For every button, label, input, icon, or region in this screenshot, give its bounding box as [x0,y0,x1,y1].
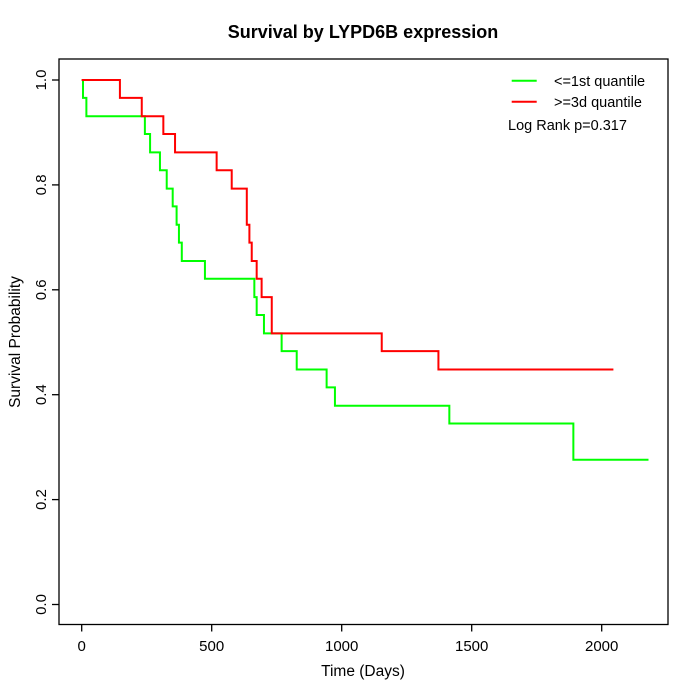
y-tick-label: 0.2 [33,489,50,510]
x-axis-label: Time (Days) [321,663,405,680]
y-tick-label: 0.8 [33,174,50,195]
plot-area: 0 500 1000 1500 2000 0.0 0.2 0.4 0.6 0.8 1.0 [33,58,669,655]
y-tick-label: 0.4 [33,384,50,405]
y-tick-label: 0.0 [33,594,50,615]
plot-box [58,58,669,626]
legend-label-first-quantile: <=1st quantile [554,74,645,90]
x-tick-label: 1000 [325,638,358,655]
y-axis-label: Survival Probability [7,276,24,408]
x-tick-label: 0 [78,638,86,655]
legend-label-third-quantile: >=3d quantile [554,95,642,111]
x-tick-label: 2000 [585,638,618,655]
survival-curve-0 [81,79,649,461]
x-tick-label: 1500 [455,638,488,655]
x-tick-label: 500 [199,638,224,655]
y-tick-label: 1.0 [33,70,50,91]
legend: <=1st quantile >=3d quantile Log Rank p=… [508,74,645,134]
chart-title: Survival by LYPD6B expression [228,22,498,42]
y-tick-label: 0.6 [33,279,50,300]
survival-curve-1 [81,79,614,371]
log-rank-annotation: Log Rank p=0.317 [508,118,627,134]
